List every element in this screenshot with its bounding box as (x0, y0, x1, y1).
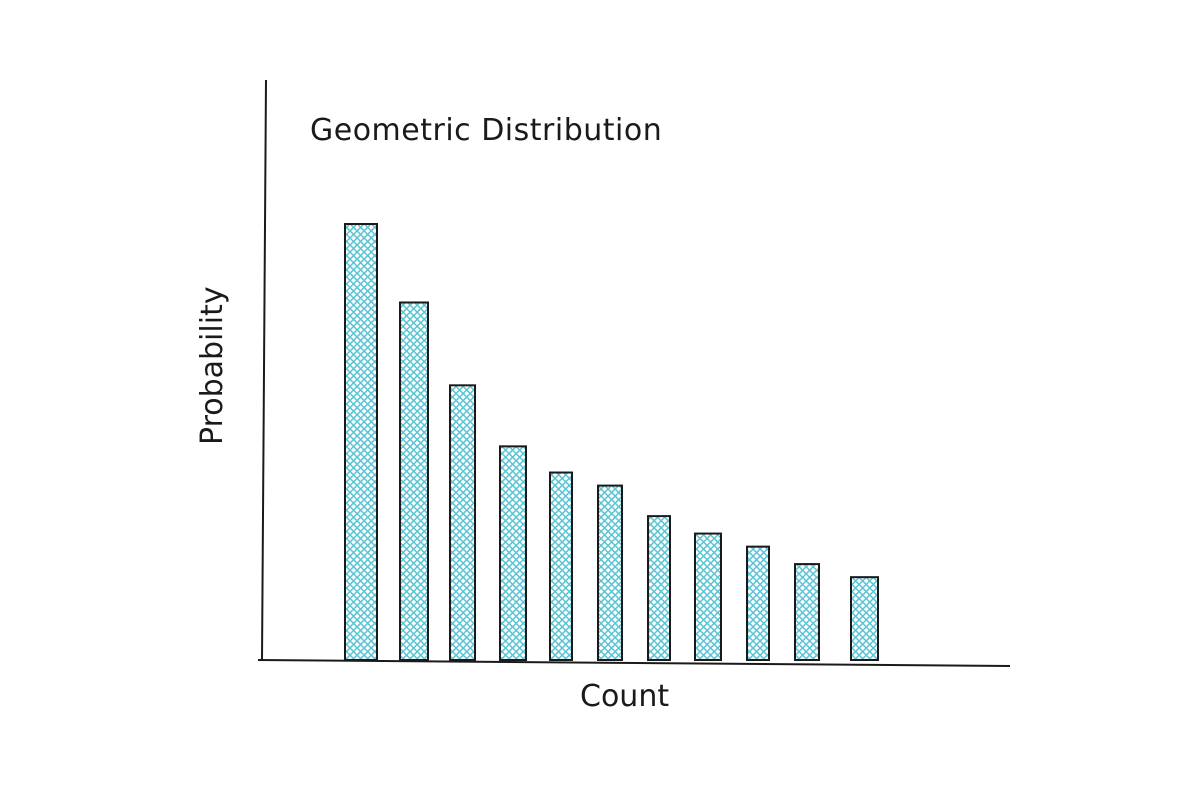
bar-3 (449, 384, 476, 661)
bars-group (344, 223, 879, 662)
bar-5 (549, 471, 573, 661)
bar-11 (850, 576, 879, 661)
bar-2 (399, 301, 429, 661)
bar-10 (794, 563, 820, 662)
chart-title: Geometric Distribution (310, 113, 662, 148)
bar-1 (344, 223, 378, 661)
bar-6 (597, 484, 623, 661)
x-axis-label: Count (580, 679, 669, 714)
bar-8 (694, 532, 722, 661)
y-axis (261, 79, 267, 661)
bar-7 (647, 515, 671, 661)
y-axis-label: Probability (195, 286, 230, 445)
bar-9 (746, 545, 770, 662)
bar-4 (499, 445, 527, 661)
